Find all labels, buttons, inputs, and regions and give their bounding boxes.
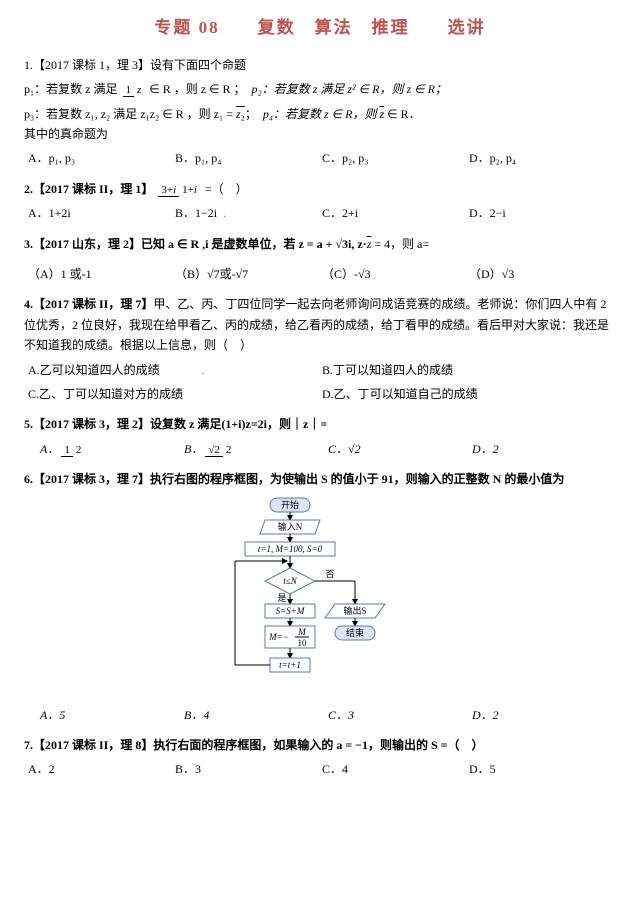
svg-text:t=1, M=100, S=0: t=1, M=100, S=0	[258, 544, 323, 554]
q4-opt-a: A.乙可以知道四人的成绩 .	[28, 360, 322, 380]
q5-opt-d: D．2	[472, 439, 616, 459]
q1-p4: p₄：若复数 z ∈ R，则	[263, 107, 380, 121]
q7-opt-a: A．2	[28, 759, 175, 779]
q7-opt-b: B．3	[175, 759, 322, 779]
q2-opt-a: A．1+2i	[28, 203, 175, 223]
q3-head: 3.【2017 山东，理 2】已知 a ∈ R ,i 是虚数单位，若 z = a…	[24, 237, 367, 251]
q2-opt-d: D．2−i	[469, 203, 616, 223]
q1-opt-c: C．p₂, p₃	[322, 148, 469, 168]
q1-head: 1.【2017 课标 1，理 3】设有下面四个命题	[24, 55, 616, 75]
q4-opt-b: B.丁可以知道四人的成绩	[322, 360, 616, 380]
frac-1-z: 1z	[123, 84, 145, 96]
svg-text:结束: 结束	[346, 627, 364, 638]
svg-text:10: 10	[298, 638, 308, 648]
q1-p2: p₂：若复数 z 满足 z² ∈ R，则 z ∈ R；	[252, 82, 447, 96]
svg-text:S=S+M: S=S+M	[276, 606, 305, 616]
q1-line2: p₃：若复数 z₁, z₂ 满足 z₁z₂ ∈ R ，则 z₁ = z₂； p₄…	[24, 104, 616, 124]
q4-opt-c: C.乙、丁可以知道对方的成绩	[28, 384, 322, 404]
flowchart-diagram: 开始 输入N t=1, M=100, S=0 t≤N 否 是 S=S+M	[215, 496, 425, 701]
q4-opt-d: D.乙、丁可以知道自己的成绩	[322, 384, 616, 404]
q5-opt-c: C．√2	[328, 439, 472, 459]
q1-p3: p₃：若复数 z₁, z₂ 满足 z₁z₂ ∈ R ，则 z₁ =	[24, 107, 236, 121]
svg-text:开始: 开始	[281, 499, 299, 510]
q7-head: 7.【2017 课标 II，理 8】执行右面的程序框图，如果输入的 a = −1…	[24, 735, 616, 755]
question-3: 3.【2017 山东，理 2】已知 a ∈ R ,i 是虚数单位，若 z = a…	[24, 234, 616, 285]
q1-options: A．p₁, p₃ B．p₁, p₄ C．p₂, p₃ D．p₂, p₄	[28, 148, 616, 168]
question-2: 2.【2017 课标 II，理 1】 3+i1+i =（ ） A．1+2i B．…	[24, 179, 616, 224]
q3-opt-d: （D）√3	[469, 264, 616, 284]
page-title: 专题 08 复数 算法 推理 选讲	[24, 14, 616, 43]
question-1: 1.【2017 课标 1，理 3】设有下面四个命题 p₁：若复数 z 满足 1z…	[24, 55, 616, 169]
svg-text:否: 否	[325, 569, 334, 579]
q2-opt-b: B．1−2i .	[175, 203, 322, 223]
q1-p4b: ∈ R．	[384, 107, 420, 121]
q6-opt-b: B．4	[184, 705, 328, 725]
q5-head: 5.【2017 课标 3，理 2】设复数 z 满足(1+i)z=2i，则｜z｜=	[24, 414, 616, 434]
q1-opt-a: A．p₁, p₃	[28, 148, 175, 168]
q3-opt-a: （A）1 或-1	[28, 264, 175, 284]
question-6: 6.【2017 课标 3，理 7】执行右图的程序框图，为使输出 S 的值小于 9…	[24, 469, 616, 725]
q1-p1b: ∈ R ，则 z ∈ R ；	[149, 82, 245, 96]
question-4: 4.【2017 课标 II，理 7】甲、乙、丙、丁四位同学一起去向老师询问成语竞…	[24, 294, 616, 404]
q6-options: A．5 B．4 C．3 D．2	[40, 705, 616, 725]
q5-opt-b: B．√22	[184, 439, 328, 459]
q2-opt-c: C．2+i	[322, 203, 469, 223]
q4-head: 4.【2017 课标 II，理 7】	[24, 297, 153, 311]
q1-tail: 其中的真命题为	[24, 124, 616, 144]
q4-options-row2: C.乙、丁可以知道对方的成绩 D.乙、丁可以知道自己的成绩	[28, 384, 616, 404]
svg-text:M: M	[297, 627, 306, 637]
svg-text:t≤N: t≤N	[283, 576, 297, 586]
question-5: 5.【2017 课标 3，理 2】设复数 z 满足(1+i)z=2i，则｜z｜=…	[24, 414, 616, 459]
q1-p1a: p₁：若复数 z 满足	[24, 82, 118, 96]
q1-opt-d: D．p₂, p₄	[469, 148, 616, 168]
q3-head2: = 4，则 a=	[371, 237, 429, 251]
q7-opt-c: C．4	[322, 759, 469, 779]
q1-p3b: ；	[245, 107, 257, 121]
q2-options: A．1+2i B．1−2i . C．2+i D．2−i	[28, 203, 616, 223]
svg-text:输出S: 输出S	[343, 605, 366, 616]
q5-options: A．12 B．√22 C．√2 D．2	[40, 439, 616, 459]
question-7: 7.【2017 课标 II，理 8】执行右面的程序框图，如果输入的 a = −1…	[24, 735, 616, 780]
svg-text:输入N: 输入N	[278, 521, 303, 532]
q6-opt-d: D．2	[472, 705, 616, 725]
frac-3i-1i: 3+i1+i	[158, 184, 200, 196]
q3-opt-b: （B）√7或-√7	[175, 264, 322, 284]
q2-tail: =（ ）	[205, 182, 248, 196]
q5-opt-a: A．12	[40, 439, 184, 459]
svg-text:是: 是	[277, 593, 286, 603]
q1-opt-b: B．p₁, p₄	[175, 148, 322, 168]
q7-options: A．2 B．3 C．4 D．5	[28, 759, 616, 779]
q3-opt-c: （C）-√3	[322, 264, 469, 284]
q6-opt-c: C．3	[328, 705, 472, 725]
svg-text:t=t+1: t=t+1	[279, 660, 301, 670]
q7-opt-d: D．5	[469, 759, 616, 779]
q2-head: 2.【2017 课标 II，理 1】	[24, 182, 153, 196]
q6-opt-a: A．5	[40, 705, 184, 725]
q6-head: 6.【2017 课标 3，理 7】执行右图的程序框图，为使输出 S 的值小于 9…	[24, 469, 616, 489]
q3-options: （A）1 或-1 （B）√7或-√7 （C）-√3 （D）√3	[28, 264, 616, 284]
q1-line1: p₁：若复数 z 满足 1z ∈ R ，则 z ∈ R ； p₂：若复数 z 满…	[24, 79, 616, 99]
svg-text:M=−: M=−	[268, 632, 289, 642]
q4-options-row1: A.乙可以知道四人的成绩 . B.丁可以知道四人的成绩	[28, 360, 616, 380]
